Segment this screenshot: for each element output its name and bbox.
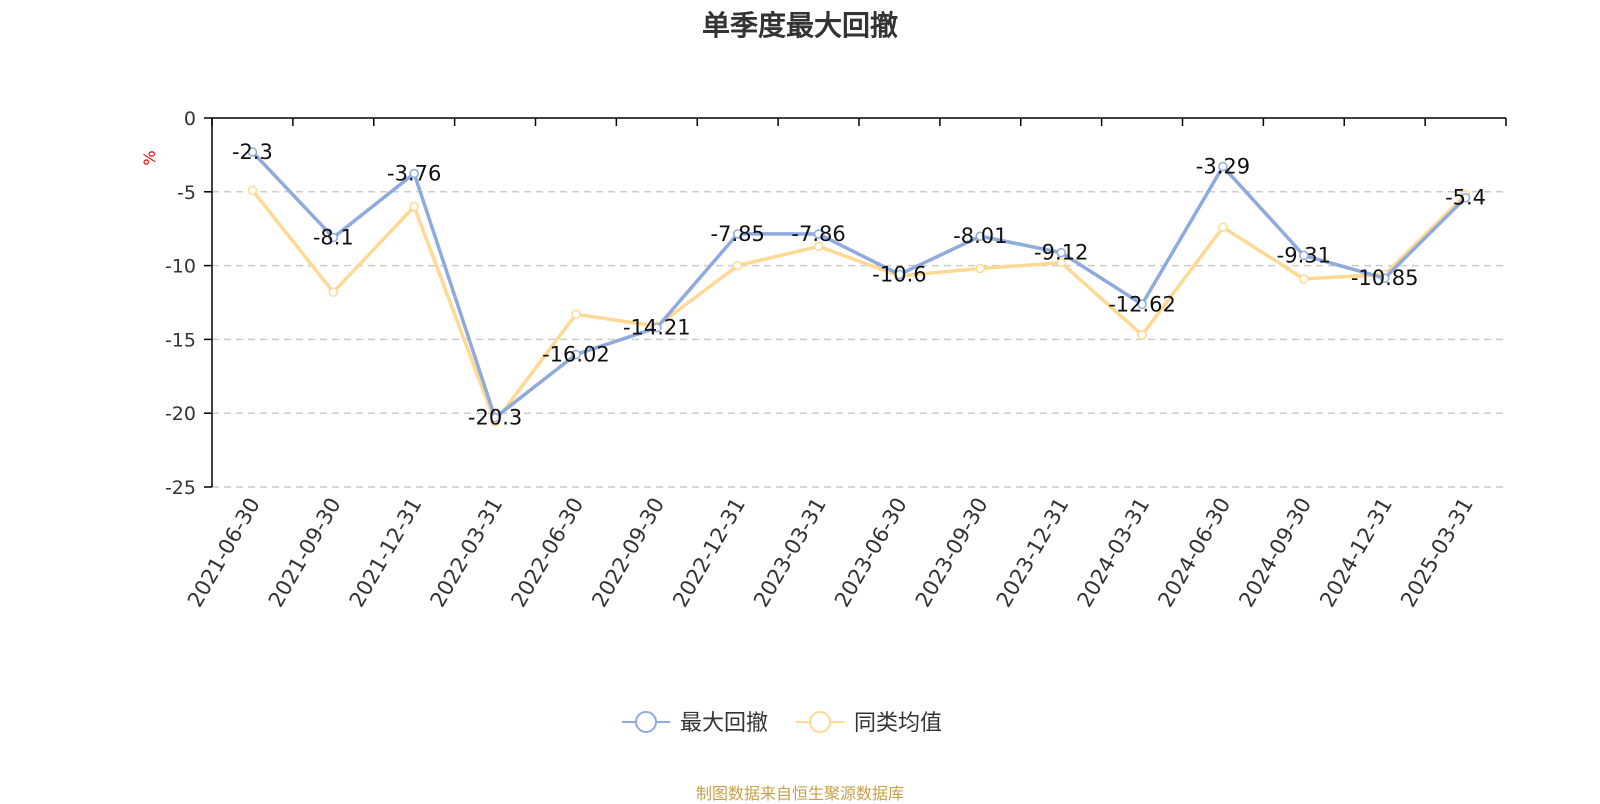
x-tick-label: 2022-12-31 [668,494,750,612]
data-label: -20.3 [468,406,522,430]
y-tick-label: -5 [177,182,196,204]
data-label: -12.62 [1108,292,1176,316]
legend-item-label[interactable]: 最大回撤 [680,711,768,736]
grid-lines [212,191,1506,488]
x-tick-label: 2023-03-31 [749,494,831,612]
data-point[interactable] [328,232,339,243]
data-point[interactable] [1137,330,1147,340]
y-tick-label: 0 [184,108,196,130]
legend-marker-circle [635,711,657,733]
data-label: -7.86 [791,222,845,246]
data-point[interactable] [1056,257,1066,268]
legend-marker-circle [809,711,831,733]
data-labels: -2.3 -8.1 -3.76 -20.3 -16.02 -14.21 -7.85 -7.86… [232,140,1486,430]
x-tick-label: 2024-12-31 [1315,494,1397,612]
data-point[interactable] [1379,273,1390,283]
chart-title: 单季度最大回撤 [701,9,898,42]
data-label: -2.3 [232,140,273,164]
data-point[interactable] [409,201,419,212]
x-tick-label: 2022-09-30 [587,494,669,612]
data-label: -3.29 [1196,155,1250,179]
data-point[interactable] [247,147,258,157]
data-point[interactable] [1299,274,1309,284]
data-point[interactable] [652,322,662,333]
data-label: -5.4 [1445,186,1486,210]
data-label: -10.6 [872,262,926,286]
data-point[interactable] [1299,250,1309,261]
x-tick-label: 2025-03-31 [1396,494,1478,612]
data-label: -8.1 [313,226,354,250]
series-group [247,147,1471,427]
x-tick-label: 2022-03-31 [426,494,508,612]
x-tick-label: 2021-06-30 [183,494,265,612]
data-point[interactable] [1460,192,1471,203]
legend-item-label[interactable]: 同类均值 [854,711,942,736]
x-tick-label: 2023-12-31 [992,494,1074,612]
x-tick-label: 2024-09-30 [1234,494,1316,612]
data-label: -10.85 [1351,266,1419,290]
series-line [251,150,1467,420]
x-tick-label: 2023-06-30 [830,494,912,612]
data-point[interactable] [1218,222,1228,232]
data-point[interactable] [1056,247,1066,258]
data-point[interactable] [247,185,258,196]
x-tick-label: 2021-09-30 [264,494,346,612]
y-tick-label: -20 [165,403,196,425]
data-point[interactable] [571,349,581,360]
data-label: -14.21 [623,316,691,340]
x-tick-label: 2022-06-30 [506,494,588,612]
y-tick-label: -10 [165,256,196,278]
data-point[interactable] [409,168,419,179]
x-tick-label: 2024-06-30 [1153,494,1235,612]
data-point[interactable] [1218,161,1228,172]
data-label: -9.12 [1034,241,1088,265]
data-point[interactable] [975,263,986,274]
data-label: -9.31 [1277,243,1331,267]
x-tick-label: 2024-03-31 [1073,494,1155,612]
data-point[interactable] [571,309,581,320]
data-point[interactable] [732,260,743,271]
data-point[interactable] [732,229,743,239]
data-point[interactable] [894,269,905,280]
data-label: -3.76 [387,161,441,185]
x-tick-label: 2023-09-30 [911,494,993,612]
data-point[interactable] [975,231,986,241]
data-point[interactable] [328,287,339,297]
y-tick-label: -25 [165,477,196,499]
legend[interactable]: 最大回撤 同类均值 [622,711,942,736]
data-point[interactable] [490,412,500,423]
data-point[interactable] [813,241,824,252]
data-point[interactable] [813,229,824,239]
x-tick-label: 2021-12-31 [345,494,427,612]
axes: 0 -5 -10 -15 -20 -25% 2021-06-30 2021-09-30 2021… [140,108,1507,612]
data-label: -16.02 [542,342,610,366]
data-label: -8.01 [953,224,1007,248]
series-line [251,189,1467,424]
y-axis-label: % [140,150,159,165]
source-note: 制图数据来自恒生聚源数据库 [695,784,904,803]
data-point[interactable] [1137,299,1147,310]
data-label: -7.85 [711,222,765,246]
y-tick-label: -15 [165,329,196,351]
